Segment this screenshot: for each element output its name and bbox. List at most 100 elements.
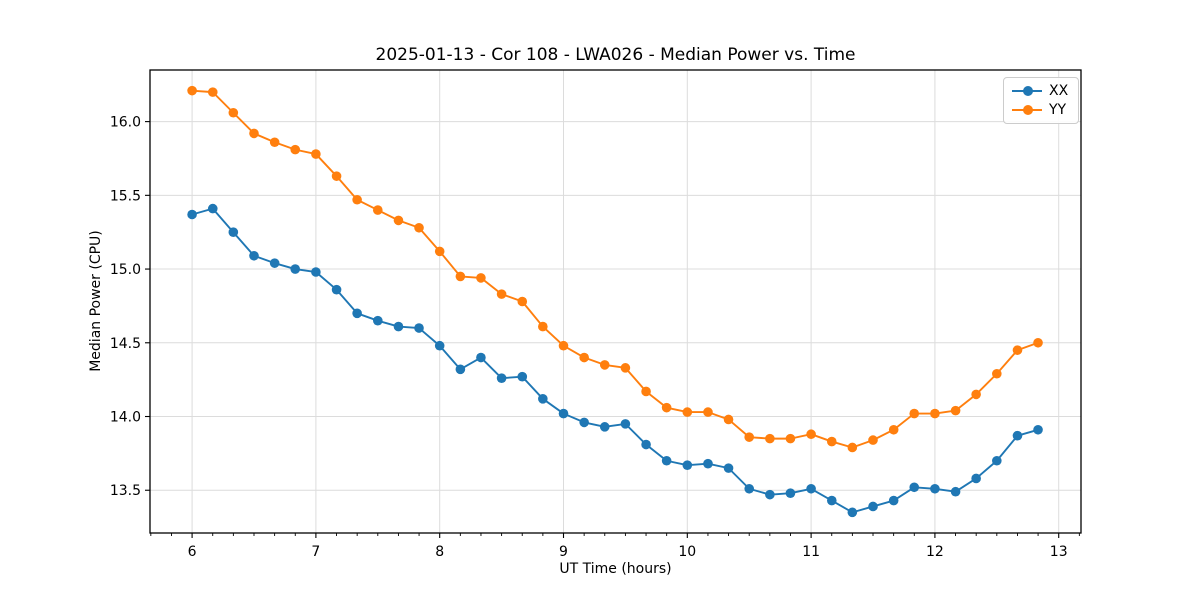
data-point-xx [868,501,878,512]
data-point-yy [661,402,672,413]
legend-item-yy: YY [1012,102,1068,118]
data-point-xx [538,394,548,404]
data-point-xx [888,495,899,506]
x-tick-label: 11 [802,544,820,560]
y-tick-label: 14.0 [110,410,141,426]
data-point-yy [517,296,528,307]
data-point-xx [847,507,858,518]
data-point-yy [372,205,383,215]
data-point-xx [785,488,796,498]
data-point-xx [228,227,239,237]
y-tick-label: 14.5 [110,336,141,352]
axes-border [149,69,1082,534]
data-point-xx [372,315,383,326]
data-point-yy [249,128,259,139]
data-point-yy [826,436,837,447]
data-point-yy [620,363,631,373]
data-point-xx [682,460,693,470]
data-point-yy [579,352,589,363]
data-point-yy [434,246,445,257]
data-point-xx [703,458,713,469]
series-line-xx [191,207,1039,514]
data-point-yy [847,442,858,453]
data-point-yy [703,407,713,417]
y-tick-label: 15.5 [110,188,141,204]
legend-label-yy: YY [1049,102,1067,118]
data-point-yy [1033,337,1043,348]
data-point-yy [682,407,693,417]
data-point-xx [723,463,734,473]
data-point-xx [971,473,981,484]
data-point-xx [826,495,837,506]
data-point-xx [187,209,197,220]
data-point-xx [393,321,404,332]
axis-ticks: 6 7 8 9 10 11 12 13 13.5 14.0 14.5 15.0 15.5 16.0 [110,115,1080,560]
data-point-yy [352,194,362,205]
data-point-yy [599,360,610,370]
data-point-xx [331,284,342,295]
y-tick-label: 13.5 [110,483,141,499]
data-point-xx [352,308,362,319]
data-point-yy [1012,345,1023,355]
data-point-xx [496,373,507,383]
data-point-yy [765,433,775,444]
data-point-xx [661,455,672,466]
data-point-yy [930,408,940,419]
data-point-yy [207,87,218,97]
data-point-xx [476,352,486,363]
data-point-xx [414,323,424,333]
chart-title: 2025-01-13 - Cor 108 - LWA026 - Median P… [375,45,856,65]
data-point-yy [414,222,424,233]
y-axis-label: Median Power (CPU) [88,230,104,372]
data-point-xx [1033,424,1043,435]
data-point-yy [785,433,796,444]
legend-swatch-yy-icon [1012,105,1042,116]
data-point-xx [806,483,816,494]
data-point-yy [888,424,899,435]
legend-label-xx: XX [1049,83,1069,99]
legend-swatch-xx-icon [1012,86,1042,97]
data-point-yy [868,435,878,445]
grid [150,70,1081,533]
data-point-xx [434,340,445,351]
x-tick-label: 7 [311,544,320,560]
data-point-yy [331,171,342,181]
data-point-yy [496,289,507,299]
data-point-yy [187,85,197,96]
data-series [187,85,1043,518]
x-tick-label: 12 [926,544,944,560]
data-point-yy [992,368,1002,379]
x-tick-label: 8 [435,544,444,560]
data-point-xx [207,203,218,214]
data-point-xx [1012,430,1023,441]
x-tick-label: 10 [678,544,696,560]
x-tick-label: 9 [559,544,568,560]
legend-item-xx: XX [1012,83,1068,99]
data-point-xx [620,419,631,429]
data-point-xx [599,422,610,432]
data-point-xx [290,264,301,274]
data-point-xx [992,455,1002,466]
data-point-yy [311,149,321,159]
data-point-xx [909,482,920,493]
data-point-yy [950,405,961,416]
data-point-yy [476,273,486,283]
data-point-yy [641,386,651,397]
data-point-yy [971,389,981,400]
data-point-xx [950,486,961,497]
data-point-xx [249,250,259,261]
x-tick-label: 13 [1050,544,1068,560]
data-point-yy [290,144,301,155]
data-point-xx [311,267,321,277]
data-point-yy [806,429,816,440]
data-point-xx [269,258,280,268]
data-point-xx [558,408,569,419]
data-point-yy [744,432,755,442]
x-tick-label: 6 [188,544,197,560]
data-point-xx [765,489,775,500]
y-tick-label: 16.0 [110,115,141,131]
legend: XX YY [1003,77,1080,124]
data-point-yy [228,107,239,118]
